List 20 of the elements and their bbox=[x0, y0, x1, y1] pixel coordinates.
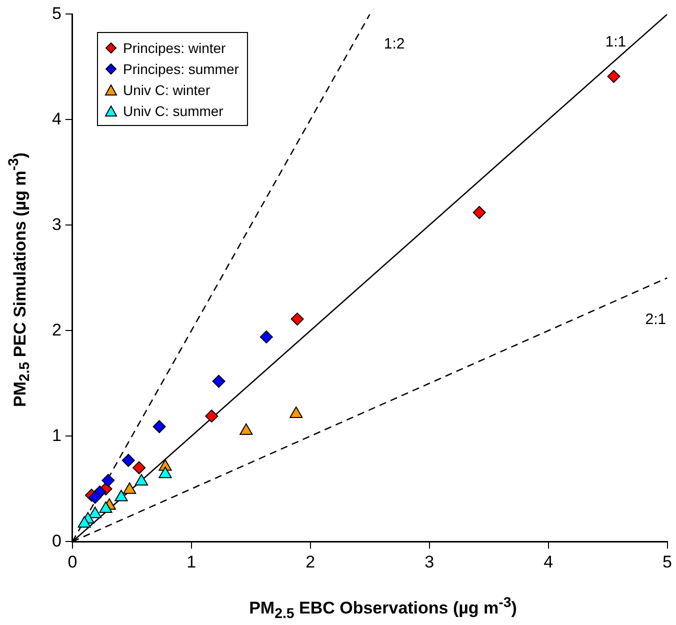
x-axis-title: PM$_{2.5}$ EBC Observations (µg m$^{-3}$) bbox=[248, 595, 518, 622]
series-label: 2:1 bbox=[645, 311, 666, 328]
y-tick-label: 1 bbox=[52, 426, 62, 445]
legend-label: Univ C: summer bbox=[123, 102, 224, 118]
y-tick-label: 4 bbox=[52, 109, 62, 128]
y-tick-label: 0 bbox=[52, 531, 62, 550]
x-tick-label: 5 bbox=[662, 552, 672, 572]
x-tick-label: 4 bbox=[544, 552, 554, 572]
legend-label: Principes: winter bbox=[123, 40, 226, 56]
x-tick-label: 0 bbox=[68, 552, 78, 572]
legend-label: Univ C: winter bbox=[123, 82, 210, 98]
y-tick-label: 5 bbox=[52, 4, 62, 23]
x-tick-label: 2 bbox=[306, 552, 316, 572]
series-label: 1:1 bbox=[605, 33, 626, 50]
x-tick-label: 1 bbox=[186, 552, 196, 572]
y-tick-label: 2 bbox=[52, 320, 62, 340]
x-tick-label: 3 bbox=[424, 552, 434, 572]
legend-label: Principes: summer bbox=[123, 60, 239, 76]
series-label: 1:2 bbox=[384, 35, 405, 52]
y-tick-label: 3 bbox=[52, 214, 62, 234]
